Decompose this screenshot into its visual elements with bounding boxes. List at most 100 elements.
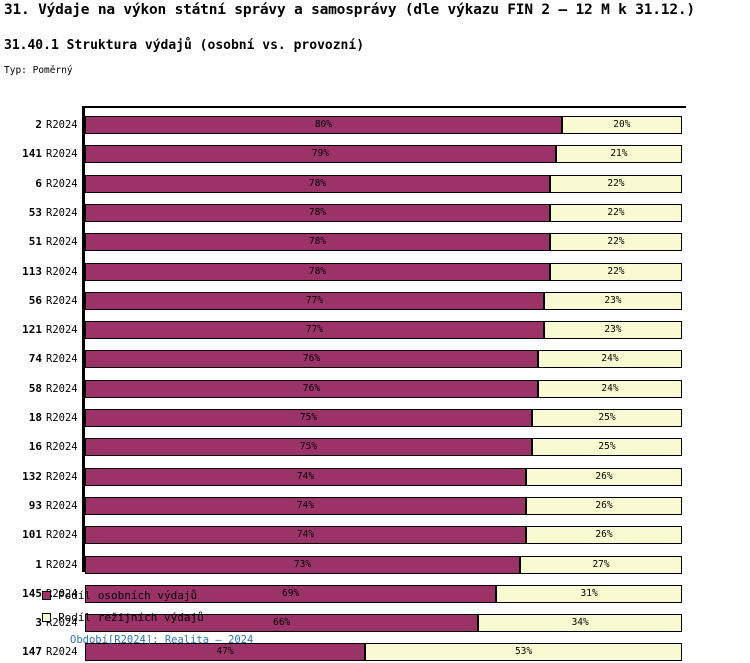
bar-segment-overhead[interactable]: 24% (537, 350, 682, 369)
chart-footnote: Období[R2024]: Realita – 2024 (70, 634, 254, 646)
row-period-label: R2024 (46, 617, 78, 630)
row-key-label: 58 (28, 381, 42, 395)
bar-segment-personnel-label: 78% (308, 177, 327, 189)
row-period-label: R2024 (46, 441, 78, 454)
bar-segment-personnel-label: 78% (308, 265, 327, 277)
table-row: 3 R2024 66% 34% (0, 612, 750, 634)
stacked-bar-track: 80% 20% (85, 116, 682, 134)
row-period-label: R2024 (46, 646, 78, 659)
bar-segment-personnel-label: 73% (293, 558, 312, 570)
bar-segment-overhead[interactable]: 22% (549, 174, 682, 193)
bar-segment-personnel[interactable]: 79% (85, 145, 556, 164)
table-row: 53 R2024 78% 22% (0, 202, 750, 224)
bar-segment-personnel-label: 74% (296, 470, 315, 482)
bar-segment-overhead[interactable]: 22% (549, 203, 682, 222)
bar-segment-overhead[interactable]: 23% (543, 291, 682, 310)
bar-segment-personnel[interactable]: 74% (85, 496, 527, 515)
table-row: 145 R2024 69% 31% (0, 583, 750, 605)
bar-segment-personnel[interactable]: 47% (85, 643, 366, 662)
row-key-label: 16 (28, 440, 42, 454)
bar-segment-personnel-label: 76% (302, 382, 321, 394)
table-row: 93 R2024 74% 26% (0, 495, 750, 517)
bar-segment-overhead[interactable]: 22% (549, 233, 682, 252)
bar-segment-personnel[interactable]: 69% (85, 584, 497, 603)
bar-segment-overhead[interactable]: 21% (555, 145, 682, 164)
stacked-bar-track: 66% 34% (85, 614, 682, 633)
stacked-bar-track: 78% 22% (85, 262, 682, 281)
bar-segment-personnel[interactable]: 76% (85, 379, 538, 398)
bar-segment-personnel[interactable]: 76% (85, 350, 538, 369)
bar-segment-overhead[interactable]: 22% (549, 262, 682, 281)
bar-segment-personnel[interactable]: 75% (85, 409, 532, 427)
bar-segment-overhead-label: 24% (601, 382, 619, 394)
bar-segment-personnel-label: 79% (311, 148, 329, 160)
bar-segment-personnel[interactable]: 78% (85, 262, 550, 281)
bar-segment-personnel[interactable]: 80% (85, 116, 562, 134)
bar-segment-overhead[interactable]: 26% (526, 496, 682, 515)
bar-segment-personnel[interactable]: 77% (85, 321, 544, 340)
row-period-label: R2024 (46, 558, 78, 571)
table-row: 2 R2024 80% 20% (0, 114, 750, 136)
stacked-bar-track: 78% 22% (85, 174, 682, 193)
page-title: 31. Výdaje na výkon státní správy a samo… (4, 2, 695, 18)
bar-segment-personnel[interactable]: 78% (85, 174, 550, 193)
stacked-bar-track: 77% 23% (85, 321, 682, 340)
bar-segment-personnel[interactable]: 74% (85, 526, 527, 545)
bar-segment-overhead[interactable]: 34% (478, 614, 682, 633)
row-key-label: 141 (22, 147, 42, 161)
bar-segment-personnel-label: 77% (305, 324, 324, 336)
bar-segment-personnel[interactable]: 74% (85, 467, 527, 486)
bar-segment-overhead[interactable]: 27% (520, 555, 682, 574)
bar-segment-personnel[interactable]: 66% (85, 614, 479, 633)
stacked-bar-track: 76% 24% (85, 379, 682, 398)
bar-segment-overhead[interactable]: 25% (532, 438, 682, 457)
bar-segment-overhead[interactable]: 23% (543, 321, 682, 340)
bar-segment-personnel[interactable]: 73% (85, 555, 521, 574)
bar-segment-overhead[interactable]: 25% (532, 409, 682, 427)
row-period-label: R2024 (46, 470, 78, 483)
row-key-label: 2 (35, 118, 42, 131)
legend-item-label: Podíl režijních výdajů (58, 611, 204, 624)
table-row: 1 R2024 73% 27% (0, 554, 750, 576)
bar-segment-overhead[interactable]: 26% (526, 526, 682, 545)
bar-segment-overhead[interactable]: 24% (537, 379, 682, 398)
bar-segment-personnel[interactable]: 78% (85, 233, 550, 252)
bar-segment-personnel-label: 47% (216, 646, 234, 658)
row-period-label: R2024 (46, 148, 78, 161)
stacked-bar-track: 74% 26% (85, 467, 682, 486)
bar-segment-overhead[interactable]: 31% (496, 584, 682, 603)
stacked-bar-track: 47% 53% (85, 643, 682, 662)
row-period-label: R2024 (46, 412, 78, 424)
row-period-label: R2024 (46, 236, 78, 249)
stacked-bar-track: 73% 27% (85, 555, 682, 574)
row-key-label: 74 (28, 352, 42, 366)
row-key-label: 6 (35, 176, 42, 190)
bar-segment-overhead-label: 53% (514, 646, 533, 658)
row-key-label: 147 (22, 645, 42, 659)
bar-segment-overhead-label: 25% (598, 441, 616, 453)
table-row: 113 R2024 78% 22% (0, 261, 750, 283)
chart-subtitle: 31.40.1 Struktura výdajů (osobní vs. pro… (4, 38, 365, 53)
bar-segment-personnel[interactable]: 78% (85, 203, 550, 222)
stacked-bar-track: 74% 26% (85, 496, 682, 515)
bar-segment-overhead-label: 26% (595, 499, 613, 511)
bar-segment-overhead[interactable]: 26% (526, 467, 682, 486)
bar-segment-overhead-label: 23% (604, 294, 622, 306)
bar-segment-overhead[interactable]: 20% (561, 116, 682, 134)
bar-segment-personnel[interactable]: 75% (85, 438, 532, 457)
bar-segment-overhead[interactable]: 53% (365, 643, 682, 662)
bar-segment-personnel-label: 78% (308, 236, 327, 248)
bar-segment-overhead-label: 22% (607, 177, 625, 189)
bar-segment-personnel-label: 74% (296, 499, 315, 511)
row-period-label: R2024 (46, 499, 78, 512)
stacked-bar-track: 78% 22% (85, 233, 682, 252)
bar-segment-personnel[interactable]: 77% (85, 291, 544, 310)
chart-top-axis-line (82, 106, 686, 108)
bar-segment-overhead-label: 26% (595, 470, 613, 482)
bar-segment-overhead-label: 22% (607, 236, 625, 248)
table-row: 18 R2024 75% 25% (0, 407, 750, 429)
row-key-label: 51 (28, 235, 42, 249)
bar-segment-personnel-label: 77% (305, 294, 324, 306)
table-row: 6 R2024 78% 22% (0, 173, 750, 195)
table-row: 141 R2024 79% 21% (0, 143, 750, 165)
